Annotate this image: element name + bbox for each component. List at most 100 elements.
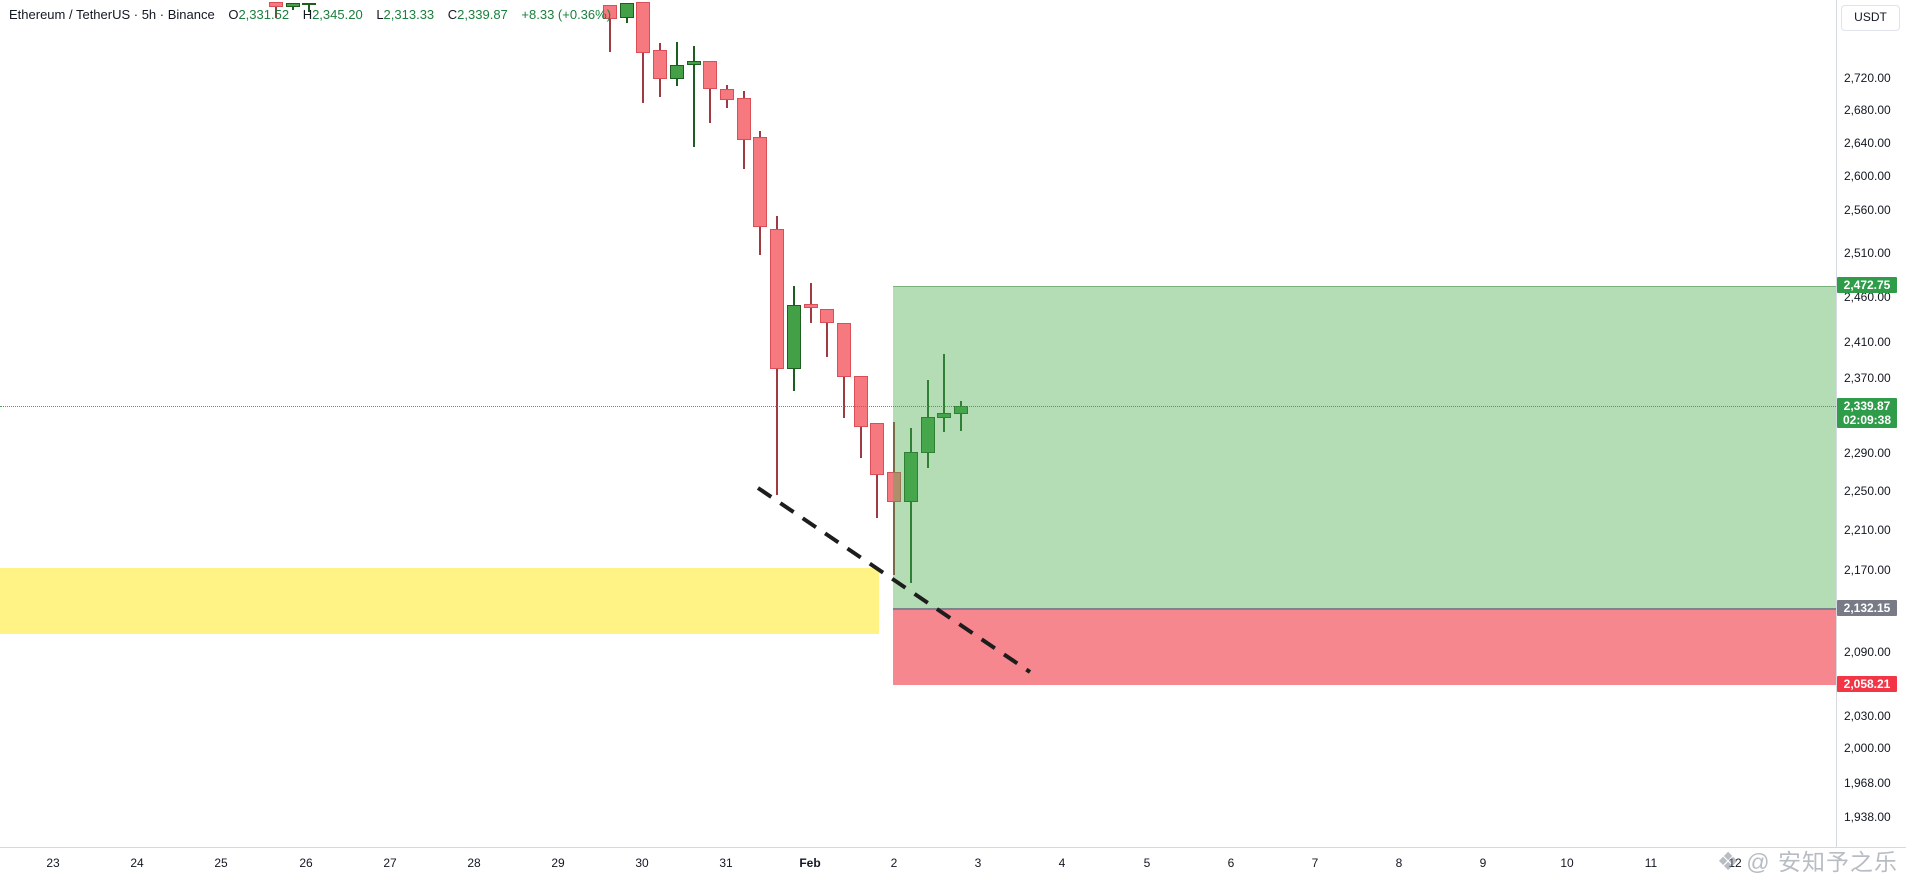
- open-value: 2,331.52: [238, 7, 290, 22]
- target-price-label: 2,472.75: [1837, 276, 1897, 293]
- candle-body-up: [285, 3, 300, 7]
- price-tick: 2,210.00: [1844, 523, 1891, 538]
- candle-wick-up: [675, 42, 678, 86]
- candle-body-up: [686, 61, 701, 65]
- watermark-logo-icon: ❖: [1716, 848, 1741, 876]
- time-tick: 4: [1058, 856, 1066, 870]
- candle-wick-down: [609, 5, 611, 53]
- watermark-at: @: [1746, 849, 1771, 875]
- current-price-line: [0, 406, 1836, 407]
- time-tick: 30: [635, 856, 649, 870]
- candle-body-down: [603, 5, 617, 19]
- candle-wick-down: [809, 283, 812, 323]
- time-tick: 28: [467, 856, 481, 870]
- candle-wick-up: [308, 3, 311, 12]
- candle-wick-down: [709, 61, 712, 123]
- candle-body-down: [836, 323, 851, 377]
- stop-zone[interactable]: [893, 608, 1836, 686]
- price-tick: 2,000.00: [1844, 740, 1891, 755]
- profit-zone[interactable]: [893, 285, 1836, 609]
- price-tick: 2,680.00: [1844, 103, 1891, 118]
- time-tick: 7: [1311, 856, 1319, 870]
- candle-wick-down: [826, 309, 829, 357]
- price-tick: 2,460.00: [1844, 289, 1891, 304]
- candle-body-down: [820, 309, 835, 323]
- time-tick: 24: [130, 856, 144, 870]
- price-tick: 2,510.00: [1844, 246, 1891, 261]
- entry-level-line[interactable]: [893, 607, 1836, 610]
- price-tick: 2,410.00: [1844, 334, 1891, 349]
- time-tick: 10: [1560, 856, 1574, 870]
- price-tick: 2,030.00: [1844, 708, 1891, 723]
- time-tick: 27: [383, 856, 397, 870]
- current-price-value: 2,339.87: [1843, 399, 1891, 413]
- highlight-zone[interactable]: [0, 568, 879, 635]
- candle-body-down: [870, 423, 885, 475]
- candle-body-up: [920, 417, 935, 453]
- candle-wick-up: [692, 46, 695, 147]
- watermark-name: 安知予之乐: [1778, 849, 1898, 875]
- candle-body-up: [302, 3, 317, 5]
- candle-body-down: [853, 376, 868, 427]
- candle-countdown: 02:09:38: [1842, 413, 1892, 427]
- time-tick: 29: [551, 856, 565, 870]
- candle-body-down: [736, 98, 751, 140]
- time-tick: 9: [1479, 856, 1487, 870]
- candle-body-down: [753, 137, 768, 227]
- candle-body-up: [937, 413, 952, 418]
- plot-area[interactable]: [0, 0, 1836, 847]
- price-tick: 1,938.00: [1844, 809, 1891, 824]
- time-tick: 2: [890, 856, 898, 870]
- time-tick: 3: [974, 856, 982, 870]
- candle-wick-up: [943, 354, 946, 432]
- candle-body-up: [669, 65, 684, 79]
- time-axis[interactable]: 23 24 25 26 27 28 29 30 31 Feb 2 3 4 5 6 7 8 9 10 11 12: [0, 847, 1906, 880]
- price-tick: 2,290.00: [1844, 445, 1891, 460]
- time-tick: 25: [214, 856, 228, 870]
- close-label: C: [447, 7, 458, 22]
- watermark: ❖ @ 安知予之乐: [1717, 846, 1898, 878]
- time-tick: 12: [1728, 856, 1742, 870]
- close-value: 2,339.87: [457, 7, 508, 22]
- price-tick: 2,170.00: [1844, 563, 1891, 578]
- price-axis[interactable]: 2,720.00 2,680.00 2,640.00 2,600.00 2,560.00…: [1836, 0, 1906, 847]
- candle-wick-up: [959, 401, 962, 431]
- current-price-label: 2,339.87 02:09:38: [1837, 398, 1897, 428]
- candle-body-down: [720, 89, 734, 100]
- high-value: 2,345.20: [312, 7, 363, 22]
- time-tick: 31: [719, 856, 733, 870]
- entry-price-label: 2,132.15: [1837, 599, 1897, 616]
- time-tick: 26: [299, 856, 313, 870]
- time-tick: 5: [1143, 856, 1151, 870]
- open-label: O: [228, 7, 239, 22]
- candle-body-up: [786, 305, 801, 369]
- price-tick: 2,560.00: [1844, 203, 1891, 218]
- candle-body-down: [653, 50, 668, 79]
- time-tick: 8: [1395, 856, 1403, 870]
- candle-body-down: [268, 2, 283, 7]
- symbol-title[interactable]: Ethereum / TetherUS · 5h · Binance: [9, 7, 215, 22]
- candle-body-down: [770, 229, 785, 369]
- low-value: 2,313.33: [383, 7, 435, 22]
- currency-toggle-usdt[interactable]: USDT: [1841, 5, 1900, 31]
- time-tick: 11: [1644, 856, 1658, 870]
- price-tick: 2,370.00: [1844, 371, 1891, 386]
- high-label: H: [302, 7, 313, 22]
- change-value: +8.33 (+0.36%): [521, 7, 612, 22]
- time-tick: 23: [46, 856, 60, 870]
- price-tick: 2,720.00: [1844, 71, 1891, 85]
- symbol-info-bar: Ethereum / TetherUS · 5h · Binance O2,33…: [9, 7, 611, 22]
- time-tick: Feb: [799, 856, 821, 870]
- price-tick: 2,600.00: [1844, 169, 1891, 184]
- candle-body-up: [619, 3, 634, 19]
- candle-body-down: [703, 61, 718, 89]
- price-tick: 2,090.00: [1844, 645, 1891, 659]
- price-tick: 2,640.00: [1844, 136, 1891, 150]
- candle-wick-down: [274, 2, 277, 19]
- low-label: L: [376, 7, 384, 22]
- ohlc-values: O2,331.52 H2,345.20 L2,313.33 C2,339.87 …: [228, 7, 611, 22]
- candle-body-down: [803, 304, 818, 308]
- price-tick: 2,250.00: [1844, 484, 1891, 499]
- candle-body-down: [636, 2, 651, 53]
